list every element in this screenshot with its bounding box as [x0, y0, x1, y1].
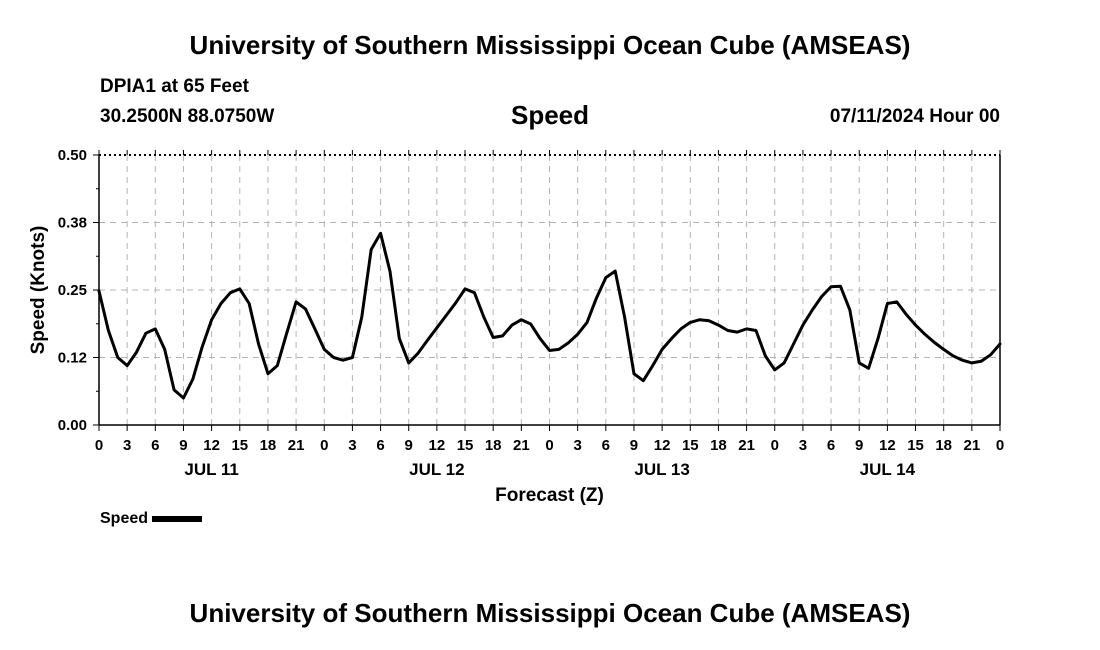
chart-title: University of Southern Mississippi Ocean…: [189, 30, 911, 60]
x-tick-label: 3: [123, 437, 131, 454]
x-tick-label: 15: [231, 437, 248, 454]
x-tick-label: 18: [485, 437, 502, 454]
date-label: JUL 14: [860, 460, 916, 479]
x-tick-label: 15: [907, 437, 924, 454]
parameter-label: Speed: [510, 100, 590, 130]
x-tick-label: 6: [602, 437, 610, 454]
x-tick-label: 18: [260, 437, 277, 454]
x-tick-label: 18: [710, 437, 727, 454]
x-tick-label: 15: [682, 437, 699, 454]
x-tick-label: 21: [964, 437, 981, 454]
legend-line-swatch: [152, 516, 203, 522]
x-tick-label: 21: [288, 437, 305, 454]
y-tick-label: 0.12: [58, 350, 87, 367]
y-tick-label: 0.38: [58, 215, 87, 232]
x-tick-label: 9: [855, 437, 863, 454]
x-tick-label: 6: [151, 437, 159, 454]
x-tick-label: 3: [573, 437, 581, 454]
y-axis-title: Speed (Knots): [28, 226, 49, 355]
x-tick-label: 9: [179, 437, 187, 454]
x-tick-label: 0: [95, 437, 103, 454]
date-label: JUL 11: [184, 460, 239, 479]
x-tick-label: 9: [630, 437, 638, 454]
x-tick-label: 15: [457, 437, 474, 454]
x-tick-label: 0: [771, 437, 779, 454]
x-tick-label: 18: [935, 437, 952, 454]
x-tick-label: 0: [320, 437, 328, 454]
legend-label: Speed: [100, 510, 149, 527]
y-tick-label: 0.00: [58, 417, 87, 434]
x-tick-label: 12: [429, 437, 446, 454]
date-label: JUL 12: [409, 460, 464, 479]
x-tick-label: 12: [203, 437, 220, 454]
legend: Speed: [100, 510, 203, 528]
station-label: DPIA1 at 65 Feet: [100, 76, 249, 97]
datetime-label: 07/11/2024 Hour 00: [829, 106, 1000, 127]
x-tick-label: 21: [513, 437, 530, 454]
x-tick-label: 9: [405, 437, 413, 454]
x-tick-label: 6: [376, 437, 384, 454]
x-tick-label: 0: [545, 437, 553, 454]
date-label: JUL 13: [634, 460, 689, 479]
footer-title: University of Southern Mississippi Ocean…: [189, 598, 911, 628]
x-tick-label: 0: [996, 437, 1004, 454]
y-tick-label: 0.25: [58, 282, 87, 299]
x-axis-title: Forecast (Z): [495, 485, 604, 506]
x-tick-label: 3: [348, 437, 356, 454]
coordinates-label: 30.2500N 88.0750W: [100, 106, 275, 127]
speed-series-line: [97, 231, 1002, 400]
x-tick-label: 12: [879, 437, 896, 454]
x-tick-label: 3: [799, 437, 807, 454]
x-tick-label: 21: [738, 437, 755, 454]
y-tick-label: 0.50: [58, 147, 87, 164]
x-tick-label: 6: [827, 437, 835, 454]
x-tick-label: 12: [654, 437, 671, 454]
